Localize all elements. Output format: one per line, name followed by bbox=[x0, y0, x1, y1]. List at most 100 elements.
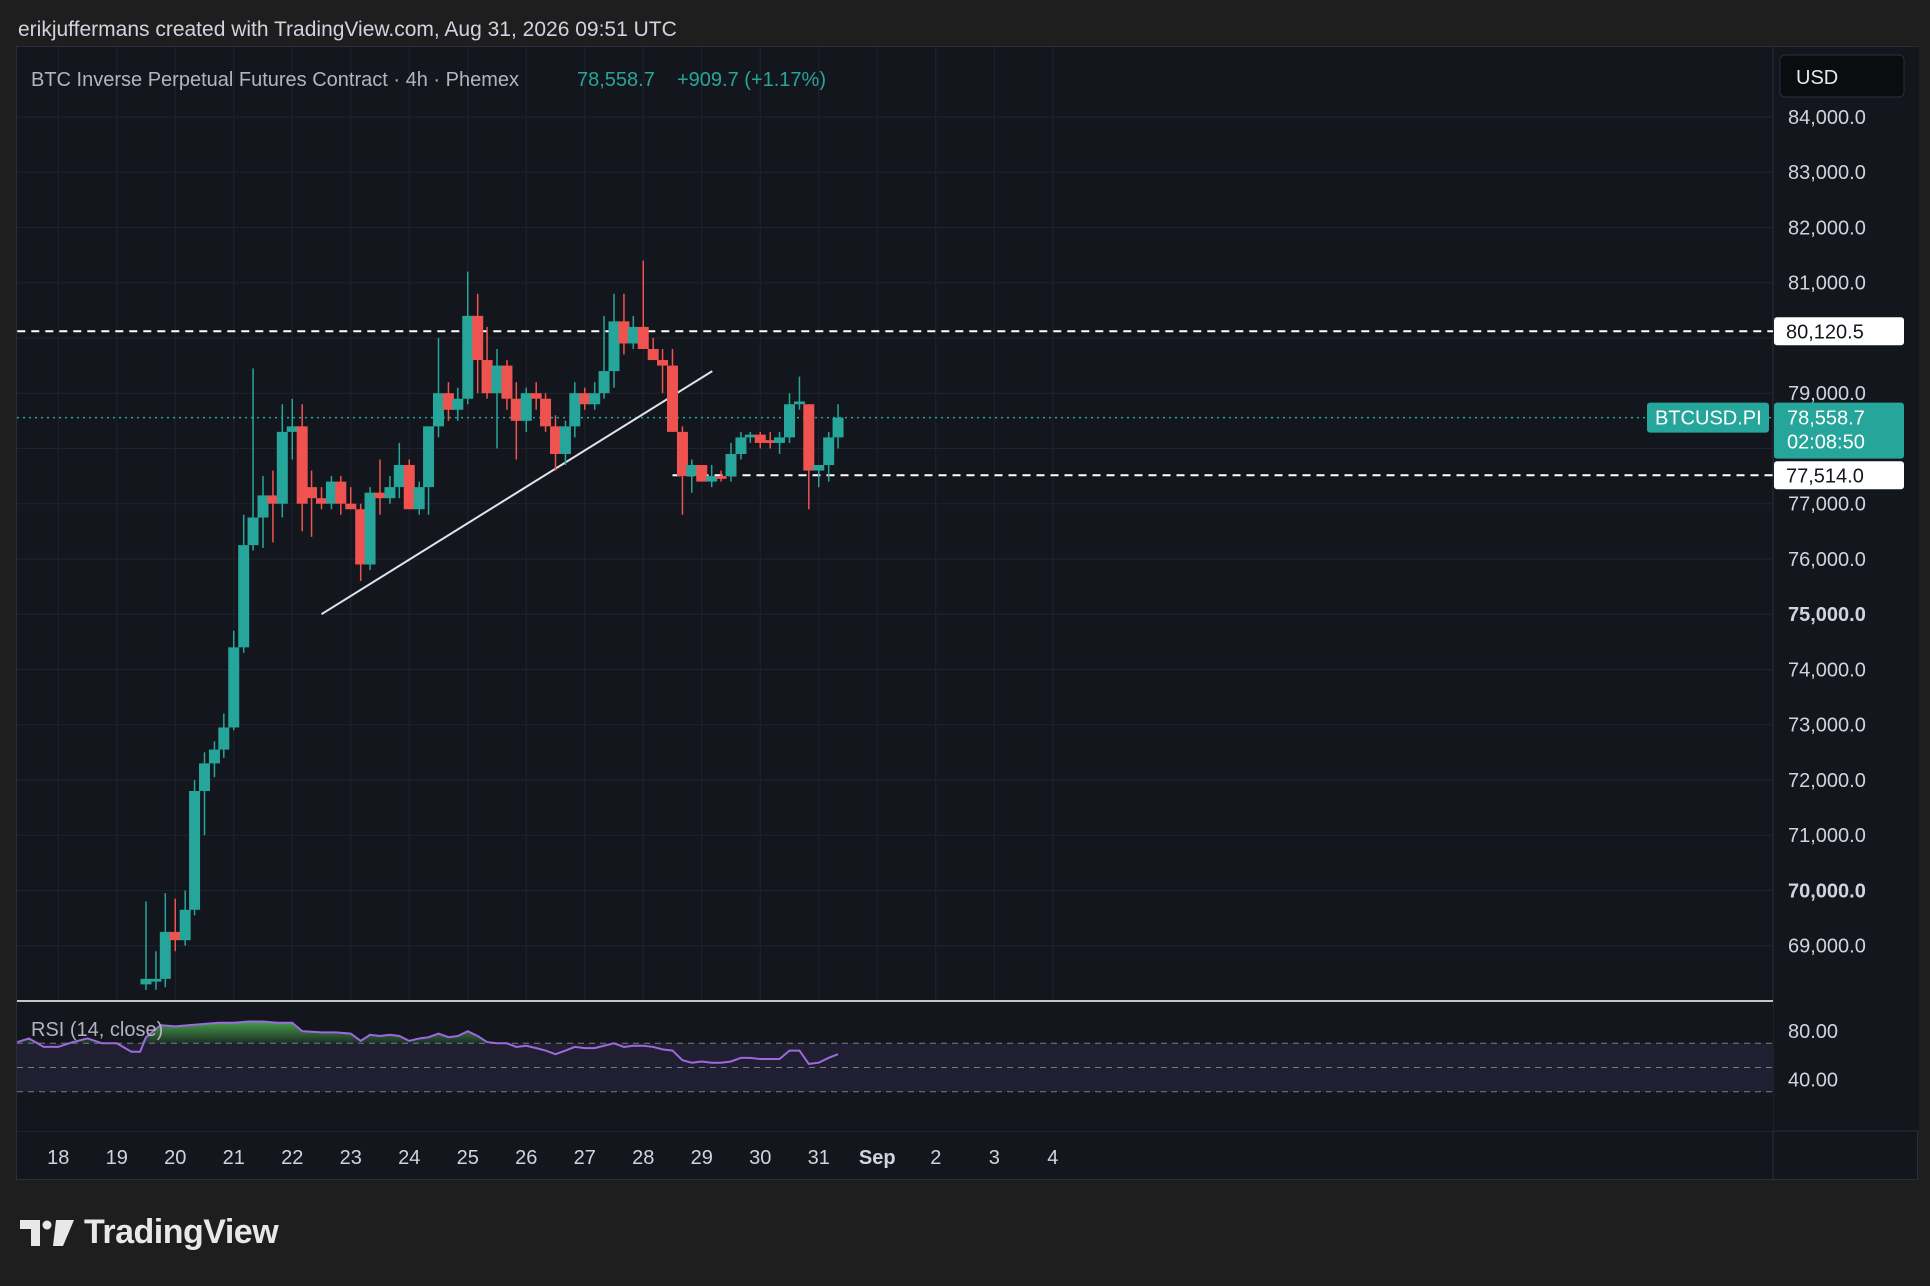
candle[interactable] bbox=[598, 315, 610, 399]
trendline[interactable] bbox=[320, 370, 713, 616]
candle[interactable] bbox=[647, 337, 659, 361]
candle[interactable] bbox=[189, 779, 201, 916]
candle[interactable] bbox=[803, 404, 815, 510]
candle[interactable] bbox=[276, 404, 288, 518]
candle[interactable] bbox=[374, 459, 386, 515]
legend-symbol: BTC Inverse Perpetual Futures Contract ·… bbox=[31, 69, 519, 91]
current-price-label: 78,558.7 bbox=[1787, 408, 1865, 430]
candle[interactable] bbox=[667, 349, 678, 432]
candle[interactable] bbox=[637, 260, 649, 349]
time-tick-label: 2 bbox=[930, 1147, 941, 1169]
candle[interactable] bbox=[325, 476, 337, 510]
candle[interactable] bbox=[296, 404, 308, 532]
tradingview-logo[interactable]: TradingView bbox=[20, 1213, 279, 1252]
candle-body bbox=[257, 495, 269, 518]
candle-body bbox=[793, 401, 805, 405]
rsi-tick-label: 40.00 bbox=[1788, 1070, 1838, 1092]
candle[interactable] bbox=[735, 431, 747, 460]
candle[interactable] bbox=[433, 337, 444, 438]
candle[interactable] bbox=[452, 387, 464, 421]
candle[interactable] bbox=[530, 382, 542, 410]
candle[interactable] bbox=[706, 465, 718, 488]
candle[interactable] bbox=[618, 293, 630, 355]
candle[interactable] bbox=[472, 293, 484, 394]
candle[interactable] bbox=[169, 898, 181, 952]
price-tick-label: 74,000.0 bbox=[1788, 659, 1866, 681]
candle[interactable] bbox=[462, 271, 474, 405]
time-tick-label: 21 bbox=[223, 1147, 245, 1169]
candle-body bbox=[569, 393, 581, 427]
candle[interactable] bbox=[247, 368, 259, 551]
candle[interactable] bbox=[686, 459, 698, 493]
candle[interactable] bbox=[657, 349, 669, 394]
candle-body bbox=[774, 437, 786, 443]
chart-panel[interactable]: 84,000.0 83,000.0 82,000.0 81,000.0 79,000.0… bbox=[16, 46, 1919, 1181]
candle[interactable] bbox=[569, 382, 581, 438]
candle[interactable] bbox=[335, 476, 347, 515]
candle[interactable] bbox=[345, 487, 357, 510]
candle[interactable] bbox=[355, 503, 367, 582]
candle[interactable] bbox=[823, 431, 835, 482]
currency-button[interactable]: USD bbox=[1779, 54, 1905, 98]
candle[interactable] bbox=[159, 893, 171, 988]
candle[interactable] bbox=[179, 890, 191, 946]
symbol-badge-bg bbox=[1647, 402, 1769, 433]
current-price-tag[interactable]: 78,558.702:08:50 bbox=[1774, 402, 1904, 459]
candle[interactable] bbox=[559, 420, 571, 466]
candle[interactable] bbox=[257, 476, 269, 548]
candle[interactable] bbox=[199, 752, 210, 836]
candle[interactable] bbox=[208, 741, 220, 778]
candle[interactable] bbox=[608, 293, 620, 388]
candle[interactable] bbox=[286, 398, 298, 460]
time-tick-label: 19 bbox=[106, 1147, 128, 1169]
candle[interactable] bbox=[423, 426, 435, 515]
candle[interactable] bbox=[784, 393, 795, 443]
candle-body bbox=[579, 393, 591, 405]
candle[interactable] bbox=[696, 465, 708, 482]
candle[interactable] bbox=[238, 514, 250, 653]
candle[interactable] bbox=[676, 426, 688, 515]
candle[interactable] bbox=[744, 431, 756, 443]
candle[interactable] bbox=[364, 487, 376, 570]
candle[interactable] bbox=[413, 481, 425, 515]
rsi-line[interactable] bbox=[17, 1020, 839, 1065]
chart-canvas[interactable]: 84,000.0 83,000.0 82,000.0 81,000.0 79,000.0… bbox=[17, 47, 1919, 1181]
candle[interactable] bbox=[501, 360, 513, 410]
candle[interactable] bbox=[316, 487, 327, 510]
candle[interactable] bbox=[393, 442, 405, 499]
candle-body bbox=[735, 437, 747, 454]
candle[interactable] bbox=[520, 387, 532, 432]
candle[interactable] bbox=[579, 387, 591, 410]
candle[interactable] bbox=[403, 459, 415, 510]
candle[interactable] bbox=[442, 382, 454, 421]
candle[interactable] bbox=[589, 382, 601, 410]
candle[interactable] bbox=[384, 476, 396, 504]
candle-body bbox=[832, 417, 844, 438]
candle[interactable] bbox=[754, 431, 766, 449]
candle[interactable] bbox=[627, 315, 639, 349]
candle[interactable] bbox=[491, 349, 503, 449]
candle[interactable] bbox=[774, 431, 786, 454]
candle[interactable] bbox=[813, 465, 825, 488]
candle[interactable] bbox=[550, 415, 561, 471]
candle[interactable] bbox=[150, 951, 162, 990]
candle[interactable] bbox=[540, 393, 552, 432]
candle[interactable] bbox=[140, 901, 152, 990]
candle[interactable] bbox=[725, 442, 737, 482]
candle[interactable] bbox=[832, 404, 844, 449]
candle[interactable] bbox=[764, 431, 776, 449]
candle[interactable] bbox=[793, 376, 805, 410]
time-tick-label: 26 bbox=[515, 1147, 537, 1169]
candle[interactable] bbox=[481, 326, 493, 399]
candle-body bbox=[433, 393, 444, 427]
symbol-badge[interactable]: BTCUSD.PI bbox=[1647, 402, 1769, 433]
candle[interactable] bbox=[218, 713, 230, 758]
candle[interactable] bbox=[510, 382, 522, 460]
candle-body bbox=[238, 545, 250, 648]
candle[interactable] bbox=[715, 470, 727, 482]
candle[interactable] bbox=[228, 630, 240, 731]
candle[interactable] bbox=[267, 470, 279, 543]
candle[interactable] bbox=[306, 470, 318, 537]
candle-body bbox=[598, 371, 610, 394]
candle-body bbox=[364, 492, 376, 565]
